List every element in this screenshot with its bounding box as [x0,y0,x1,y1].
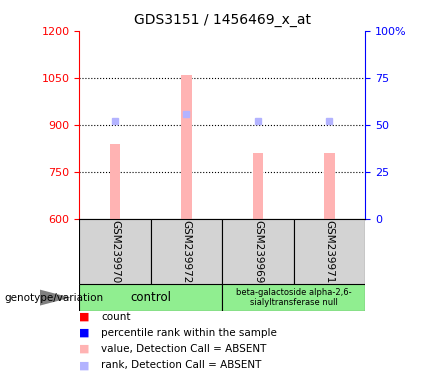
Text: beta-galactoside alpha-2,6-
sialyltransferase null: beta-galactoside alpha-2,6- sialyltransf… [236,288,352,307]
Bar [79,284,222,311]
Bar [324,153,335,219]
Bar [79,219,151,284]
Text: ■: ■ [79,312,90,322]
Bar [222,219,294,284]
Text: GSM239969: GSM239969 [253,220,263,283]
Text: GSM239972: GSM239972 [181,220,191,283]
Bar [181,74,192,219]
Text: control: control [130,291,171,304]
Bar [151,219,222,284]
Text: value, Detection Call = ABSENT: value, Detection Call = ABSENT [101,344,267,354]
Bar [110,144,120,219]
Text: rank, Detection Call = ABSENT: rank, Detection Call = ABSENT [101,360,261,370]
Bar [222,284,365,311]
Text: GSM239971: GSM239971 [324,220,334,283]
Text: ■: ■ [79,360,90,370]
Text: count: count [101,312,131,322]
Polygon shape [40,290,70,306]
Text: genotype/variation: genotype/variation [4,293,103,303]
Text: GSM239970: GSM239970 [110,220,120,283]
Bar [294,219,365,284]
Text: ■: ■ [79,344,90,354]
Bar [253,153,263,219]
Text: percentile rank within the sample: percentile rank within the sample [101,328,277,338]
Text: ■: ■ [79,328,90,338]
Title: GDS3151 / 1456469_x_at: GDS3151 / 1456469_x_at [134,13,311,27]
